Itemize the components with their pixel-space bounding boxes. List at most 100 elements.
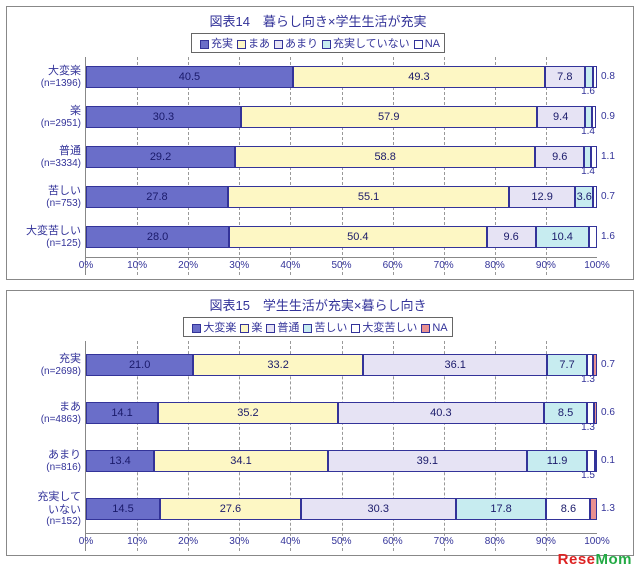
chart-15-legend: 大変楽楽普通苦しい大変苦しいNA [183,317,452,337]
value-label-outside: 0.7 [601,359,615,370]
bar-segment: 40.5 [86,66,293,88]
legend-label: 楽 [251,322,262,334]
bar-segment [587,402,594,424]
xtick-label: 20% [178,260,198,271]
bar-row: 13.434.139.111.91.50.1 [86,437,597,485]
watermark-right: Mom [596,551,633,568]
bar-segment: 9.4 [537,106,585,128]
xtick-label: 60% [383,536,403,547]
bar-segment: 30.3 [301,498,456,520]
bar-segment: 9.6 [487,226,536,248]
bar-segment [585,106,592,128]
bar-row: 28.050.49.610.41.6 [86,217,597,257]
legend-swatch [274,40,283,49]
bar-segment: 58.8 [235,146,535,168]
xtick-label: 30% [229,536,249,547]
ylabel: 大変楽(n=1396) [11,57,85,97]
bar-segment: 33.2 [193,354,363,376]
legend-label: 苦しい [314,322,347,334]
bar-segment [595,450,597,472]
value-label-outside: 0.9 [601,111,615,122]
bar-segment: 7.8 [545,66,585,88]
xtick-label: 100% [584,260,610,271]
ylabel: 普通(n=3334) [11,137,85,177]
bar-row: 29.258.89.61.41.1 [86,137,597,177]
value-label-outside: 1.1 [601,151,615,162]
value-label-outside: 1.3 [581,422,595,433]
xtick-label: 100% [584,536,610,547]
bar-segment [592,106,597,128]
watermark-left: Rese [558,551,596,568]
chart-14-bars: 40.549.37.81.60.830.357.99.41.40.929.258… [86,57,597,257]
legend-label: まあ [248,38,270,50]
bar-segment: 50.4 [229,226,487,248]
bar-segment: 8.5 [544,402,587,424]
bar-segment: 35.2 [158,402,338,424]
bar-segment: 8.6 [546,498,590,520]
bar-segment: 57.9 [241,106,537,128]
xtick-label: 20% [178,536,198,547]
bar-segment: 13.4 [86,450,154,472]
bar-segment: 29.2 [86,146,235,168]
bar-segment: 28.0 [86,226,229,248]
value-label-outside: 1.3 [601,503,615,514]
ylabel: 充実(n=2698) [11,341,85,389]
chart-15-xaxis: 0%10%20%30%40%50%60%70%80%90%100% [86,533,597,551]
bar-segment: 7.7 [547,354,586,376]
bar-segment: 34.1 [154,450,328,472]
xtick-label: 90% [536,536,556,547]
ylabel: あまり(n=816) [11,437,85,485]
chart-15: 図表15 学生生活が充実×暮らし向き 大変楽楽普通苦しい大変苦しいNA 充実(n… [6,290,634,556]
bar-row: 30.357.99.41.40.9 [86,97,597,137]
bar-segment: 10.4 [536,226,589,248]
ylabel: 楽(n=2951) [11,97,85,137]
chart-14: 図表14 暮らし向き×学生生活が充実 充実まああまり充実していないNA 大変楽(… [6,6,634,280]
value-label-outside: 1.5 [581,470,595,481]
chart-14-plot: 大変楽(n=1396)楽(n=2951)普通(n=3334)苦しい(n=753)… [11,57,625,275]
xtick-label: 70% [434,536,454,547]
value-label-outside: 0.8 [601,71,615,82]
bar-segment: 30.3 [86,106,241,128]
xtick-label: 50% [331,260,351,271]
bar-segment [585,66,593,88]
legend-swatch [322,40,331,49]
bar-segment [584,146,591,168]
legend-swatch [414,40,423,49]
legend-label: NA [432,322,447,334]
value-label-outside: 1.4 [581,126,595,137]
bar-segment: 27.6 [160,498,301,520]
xtick-label: 10% [127,260,147,271]
xtick-label: 80% [485,260,505,271]
legend-label: 普通 [277,322,299,334]
bar-segment: 55.1 [228,186,509,208]
watermark: ReseMom [558,551,632,568]
chart-15-plot: 充実(n=2698)まあ(n=4863)あまり(n=816)充実していない(n=… [11,341,625,551]
bar-segment [593,354,597,376]
bar-segment: 17.8 [456,498,547,520]
xtick-label: 30% [229,260,249,271]
legend-swatch [192,324,201,333]
bar-segment: 36.1 [363,354,547,376]
xtick-label: 50% [331,536,351,547]
bar-segment: 39.1 [328,450,527,472]
bar-segment: 11.9 [527,450,588,472]
legend-swatch [237,40,246,49]
xtick-label: 40% [280,536,300,547]
legend-label: 充実していない [333,38,410,50]
bar-segment [594,402,597,424]
value-label-outside: 1.6 [601,231,615,242]
chart-14-ylabels: 大変楽(n=1396)楽(n=2951)普通(n=3334)苦しい(n=753)… [11,57,85,275]
bar-segment: 14.1 [86,402,158,424]
bar-segment [587,354,594,376]
bar-segment: 9.6 [535,146,584,168]
chart-15-ylabels: 充実(n=2698)まあ(n=4863)あまり(n=816)充実していない(n=… [11,341,85,551]
legend-label: 大変苦しい [362,322,417,334]
bar-segment [591,146,597,168]
legend-swatch [421,324,430,333]
bar-segment: 21.0 [86,354,193,376]
xtick-label: 40% [280,260,300,271]
value-label-outside: 0.7 [601,191,615,202]
bar-segment: 49.3 [293,66,545,88]
bar-segment: 14.5 [86,498,160,520]
xtick-label: 10% [127,536,147,547]
